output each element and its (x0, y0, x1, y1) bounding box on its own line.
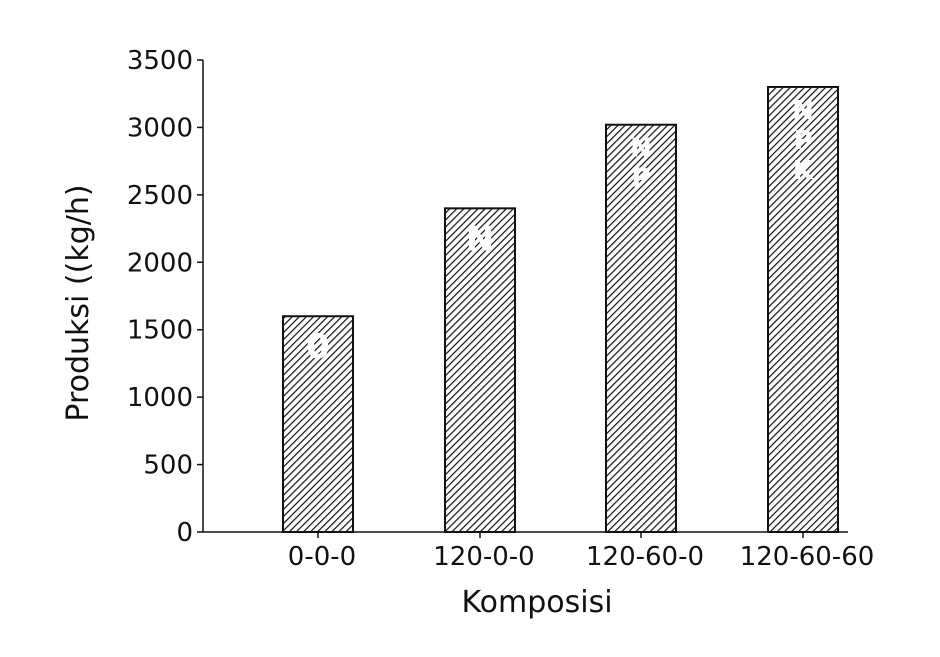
x-tick-label: 120-60-0 (586, 542, 704, 572)
bar-label: P (793, 126, 812, 156)
bar-label: K (793, 156, 814, 186)
y-tick-label: 2500 (127, 181, 193, 211)
bar-label: N (630, 134, 652, 164)
y-tick-label: 0 (176, 518, 193, 548)
y-tick-label: 3000 (127, 113, 193, 143)
x-tick-label: 0-0-0 (288, 542, 356, 572)
bar (282, 315, 354, 533)
x-tick-label: 120-60-60 (740, 542, 875, 572)
bar (767, 85, 839, 533)
y-ticks: 0 500 1000 1500 2000 2500 3000 3500 (127, 46, 203, 548)
y-tick-label: 1000 (127, 383, 193, 413)
bar-label: P (631, 164, 650, 194)
bar-label: N (466, 219, 494, 259)
x-axis-title: Komposisi (461, 585, 612, 620)
bar-label: 0 (306, 327, 330, 367)
y-tick-label: 1500 (127, 316, 193, 346)
y-tick-label: 2000 (127, 248, 193, 278)
y-tick-label: 3500 (127, 46, 193, 76)
y-tick-label: 500 (143, 451, 193, 481)
x-tick-label: 120-0-0 (433, 542, 534, 572)
x-ticks: 0-0-0 120-0-0 120-60-0 120-60-60 (288, 532, 874, 572)
y-axis-title: Produksi ((kg/h) (61, 184, 96, 421)
bar-label: N (792, 96, 814, 126)
bar (444, 207, 516, 533)
